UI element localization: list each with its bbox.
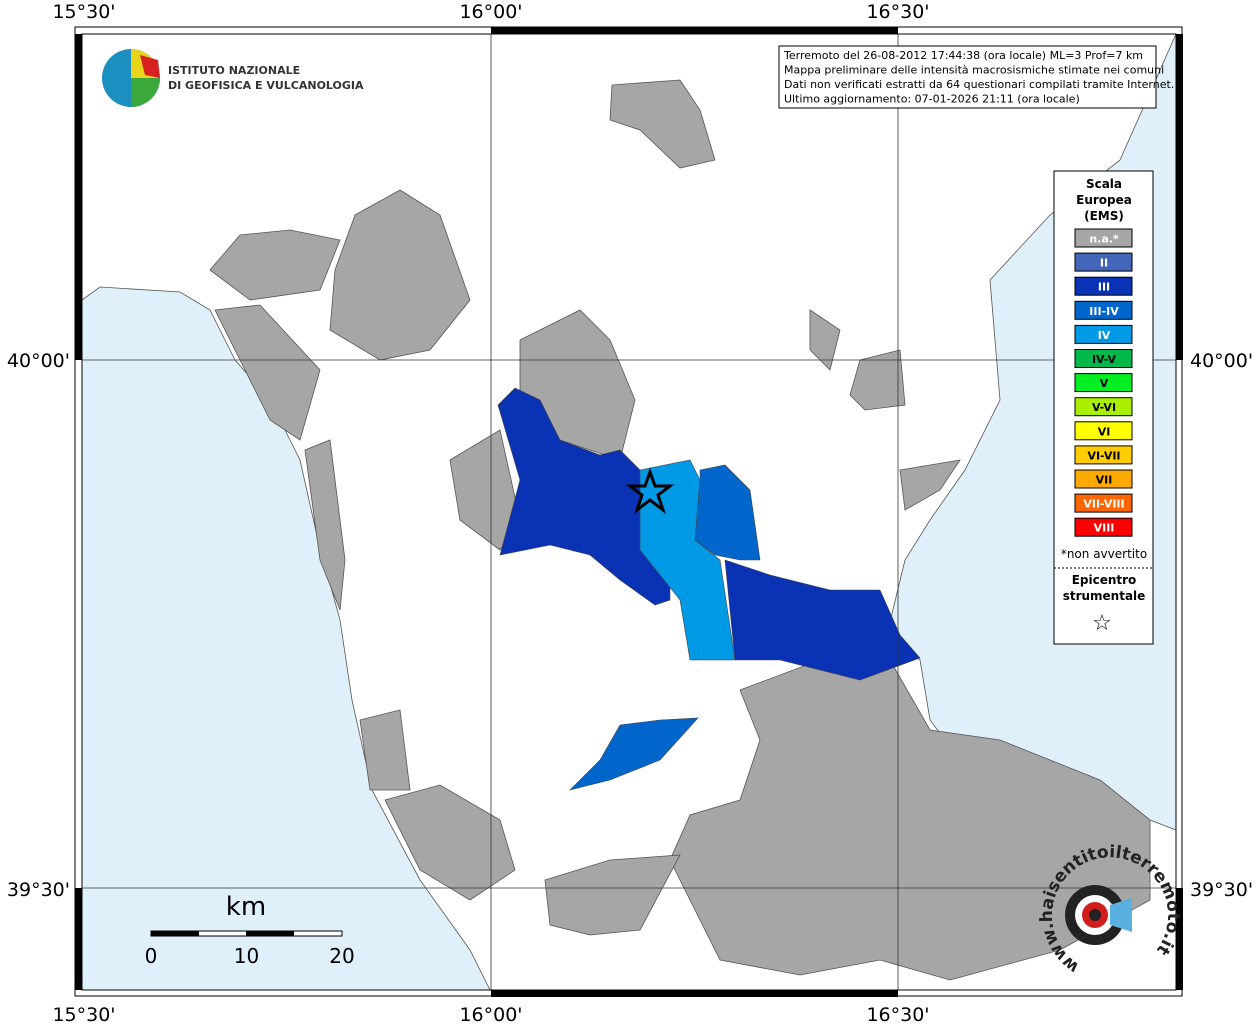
legend-swatch xyxy=(1074,324,1133,344)
lon-label: 16°30' xyxy=(866,1,929,23)
legend-label: II xyxy=(1100,257,1108,270)
logo-text: ISTITUTO NAZIONALE xyxy=(168,64,300,77)
legend-swatch xyxy=(1074,228,1133,248)
epicentre-star xyxy=(625,467,675,515)
legend-swatch xyxy=(1074,300,1133,320)
ingv-logo: ISTITUTO NAZIONALE DI GEOFISICA E VULCAN… xyxy=(102,49,364,107)
legend-label: IV-V xyxy=(1092,353,1117,366)
municipality xyxy=(609,79,716,169)
scale-tick-label: 20 xyxy=(329,944,354,968)
lon-label: 16°00' xyxy=(459,1004,522,1024)
municipality xyxy=(359,709,411,791)
logo-text: DI GEOFISICA E VULCANOLOGIA xyxy=(168,79,364,92)
area-iii-iv xyxy=(569,717,699,791)
legend-swatch xyxy=(1074,493,1133,513)
info-line: Dati non verificati estratti da 64 quest… xyxy=(784,78,1174,91)
municipality xyxy=(809,309,841,371)
legend-swatch xyxy=(1074,469,1133,489)
scale-tick-label: 10 xyxy=(234,944,259,968)
area-iii xyxy=(724,559,921,681)
municipality xyxy=(544,854,681,936)
legend-swatch xyxy=(1074,421,1133,441)
legend-label: VIII xyxy=(1094,522,1115,535)
legend-label: VII xyxy=(1096,474,1113,487)
legend-label: III xyxy=(1098,281,1110,294)
lat-label: 40°00' xyxy=(1190,350,1253,372)
legend-swatch xyxy=(1074,397,1133,417)
legend-title: Scala xyxy=(1086,177,1122,191)
lon-label: 16°00' xyxy=(459,1,522,23)
info-box xyxy=(778,45,1157,109)
info-text: Terremoto del 26-08-2012 17:44:38 (ora l… xyxy=(783,49,1174,106)
scale-tick-label: 0 xyxy=(145,944,158,968)
legend-epicentre: Epicentro xyxy=(1072,573,1137,587)
municipality xyxy=(849,349,906,411)
lon-label: 16°30' xyxy=(866,1004,929,1024)
legend-label: IV xyxy=(1098,329,1111,342)
legend-swatch xyxy=(1074,445,1133,465)
info-line: Terremoto del 26-08-2012 17:44:38 (ora l… xyxy=(783,49,1143,62)
municipality xyxy=(329,189,471,361)
scale-unit: km xyxy=(226,892,266,922)
legend-swatch xyxy=(1074,373,1133,393)
graticule xyxy=(82,34,1176,990)
legend-title: Europea xyxy=(1076,193,1132,207)
legend-label: VI xyxy=(1098,425,1111,438)
legend-label: n.a.* xyxy=(1089,233,1119,246)
municipality xyxy=(669,659,1151,981)
legend-swatch xyxy=(1074,517,1133,537)
legend-epicentre: strumentale xyxy=(1063,589,1146,603)
legend-swatch xyxy=(1074,252,1133,272)
legend-label: III-IV xyxy=(1089,305,1119,318)
lat-label: 40°00' xyxy=(7,350,70,372)
lat-label: 39°30' xyxy=(1190,879,1253,901)
legend-note: *non avvertito xyxy=(1061,547,1147,561)
legend-label: VII-VIII xyxy=(1083,498,1124,511)
scale-bar: km 0 10 20 xyxy=(145,892,355,968)
frame xyxy=(74,26,1183,997)
area-iii-iv xyxy=(694,464,761,561)
legend-title: (EMS) xyxy=(1084,209,1124,223)
legend-swatch xyxy=(1074,349,1133,368)
municipality xyxy=(384,784,516,901)
lon-label: 15°30' xyxy=(52,1,115,23)
legend-label: V-VI xyxy=(1092,401,1116,414)
info-line: Mappa preliminare delle intensità macros… xyxy=(784,64,1164,77)
info-line: Ultimo aggiornamento: 07-01-2026 21:11 (… xyxy=(784,93,1080,106)
legend-star: ☆ xyxy=(1092,611,1112,636)
municipality xyxy=(899,459,961,511)
legend: ScalaEuropea(EMS)n.a.*IIIIIIII-IVIVIV-VV… xyxy=(1054,177,1153,636)
municipalities xyxy=(209,79,1151,981)
municipality xyxy=(304,439,346,611)
legend-label: V xyxy=(1100,377,1109,390)
legend-label: VI-VII xyxy=(1087,449,1120,462)
lon-label: 15°30' xyxy=(52,1004,115,1024)
municipality xyxy=(209,229,341,301)
lat-label: 39°30' xyxy=(7,879,70,901)
legend-swatch xyxy=(1074,276,1133,296)
